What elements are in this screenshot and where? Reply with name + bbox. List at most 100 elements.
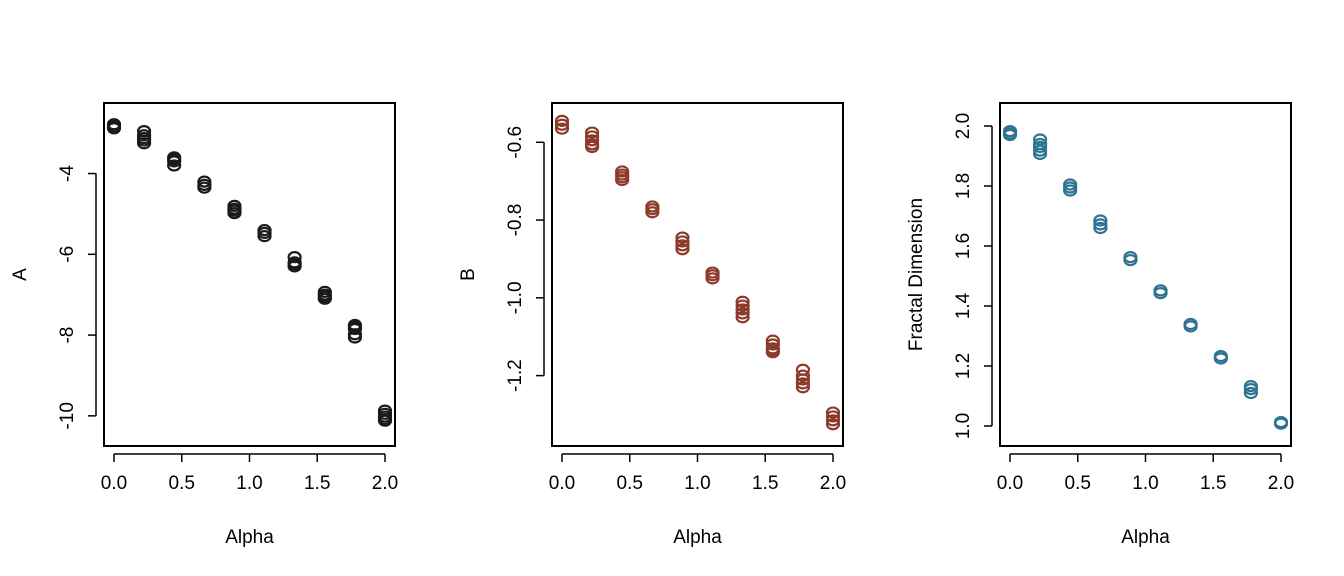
y-tick-label: -0.8 [505,204,526,237]
data-point [584,134,600,147]
data-point [227,207,242,220]
data-point [675,235,690,248]
panel-a-ticks: 0.0 0.5 1.0 1.5 2.0 -4 -6 -8 -10 [57,165,398,494]
y-tick-label: 1.8 [953,173,974,199]
x-tick-label: 0.5 [617,473,643,494]
data-point [795,369,811,382]
data-point [735,299,750,312]
y-tick-label: -6 [57,246,78,263]
data-point [1273,417,1289,430]
panel-a: 0.0 0.5 1.0 1.5 2.0 -4 -6 -8 -10 Alpha A [10,102,398,548]
data-point [317,292,332,305]
data-point [645,206,660,219]
panel-fractal-dimension-ticks: 0.0 0.5 1.0 1.5 2.0 1.0 1.2 1.4 1.6 1.8 2.0 [953,113,1294,494]
x-tick-label: 0.5 [1065,473,1091,494]
data-point [765,346,780,359]
x-tick-label: 1.0 [1132,473,1158,494]
data-point [554,122,570,135]
data-point [825,414,841,427]
data-point [136,137,152,150]
y-tick-label: 1.2 [953,353,974,379]
y-tick-label: -1.2 [505,359,526,392]
data-point [675,231,690,244]
data-point [1032,147,1048,160]
panel-fractal-dimension-frame [999,102,1292,447]
data-point [1093,214,1108,227]
data-point [197,181,212,194]
x-tick-label: 1.5 [304,473,330,494]
panel-b-x-axis-label: Alpha [673,527,722,548]
panel-fractal-dimension-points [1002,125,1289,430]
panel-b-ticks: 0.0 0.5 1.0 1.5 2.0 -0.6 -0.8 -1.0 -1.2 [505,126,846,494]
data-point [347,331,363,344]
data-point [167,159,182,172]
data-point [735,311,750,324]
y-tick-label: -4 [57,165,78,182]
y-tick-label: 1.0 [953,413,974,439]
panel-a-y-axis-label: A [10,268,31,281]
data-point [584,126,600,139]
data-point [1032,140,1048,154]
data-point [825,418,841,431]
y-tick-label: -10 [57,402,78,429]
data-point [377,414,393,427]
x-tick-label: 2.0 [1268,473,1294,494]
x-tick-label: 1.0 [684,473,710,494]
panel-b-points [554,114,841,431]
x-tick-label: 0.5 [169,473,195,494]
data-point [584,140,600,154]
panel-a-x-axis-label: Alpha [225,527,274,548]
data-point [795,373,811,386]
data-point [735,307,750,320]
panel-a-points [106,118,393,427]
x-tick-label: 2.0 [820,473,846,494]
data-point [1063,184,1078,197]
x-tick-label: 0.0 [549,473,575,494]
data-point [1093,218,1108,231]
data-point [1243,386,1259,400]
panel-b-y-axis-label: B [458,268,479,281]
x-tick-label: 1.5 [752,473,778,494]
data-point [795,377,811,390]
data-point [765,338,780,351]
y-tick-label: 2.0 [953,113,974,139]
x-tick-label: 0.0 [997,473,1023,494]
y-tick-label: -8 [57,327,78,344]
y-tick-label: 1.6 [953,233,974,259]
data-point [675,239,690,252]
y-tick-label: 1.4 [953,292,974,319]
data-point [825,410,841,423]
y-tick-label: -0.6 [505,126,526,159]
data-point [795,381,811,394]
panel-a-frame [103,102,396,447]
panel-b: 0.0 0.5 1.0 1.5 2.0 -0.6 -0.8 -1.0 -1.2 Alpha B [458,102,846,548]
x-tick-label: 1.0 [236,473,262,494]
data-point [1123,254,1138,267]
data-point [1093,221,1108,235]
data-point [1032,144,1048,157]
data-point [615,173,630,187]
x-tick-label: 2.0 [372,473,398,494]
data-point [287,260,302,273]
data-point [705,272,720,285]
data-point [825,406,841,419]
panel-b-frame [551,102,844,447]
panel-fractal-dimension: 0.0 0.5 1.0 1.5 2.01.01.21.41.61.82.0 Alpha … [906,102,1294,548]
panel-fractal-dimension-y-axis-label: Fractal Dimension [906,198,927,351]
x-tick-label: 0.0 [101,473,127,494]
data-point [1213,352,1228,365]
data-point [675,243,690,256]
x-tick-label: 1.5 [1200,473,1226,494]
data-point [106,122,122,135]
data-point [554,114,570,127]
data-point [257,230,272,243]
data-point [735,295,750,308]
data-point [735,303,750,316]
data-point [167,155,182,168]
data-point [1153,287,1168,300]
y-tick-label: -1.0 [505,281,526,314]
panel-fractal-dimension-x-axis-label: Alpha [1121,527,1170,548]
data-point [1002,128,1018,142]
